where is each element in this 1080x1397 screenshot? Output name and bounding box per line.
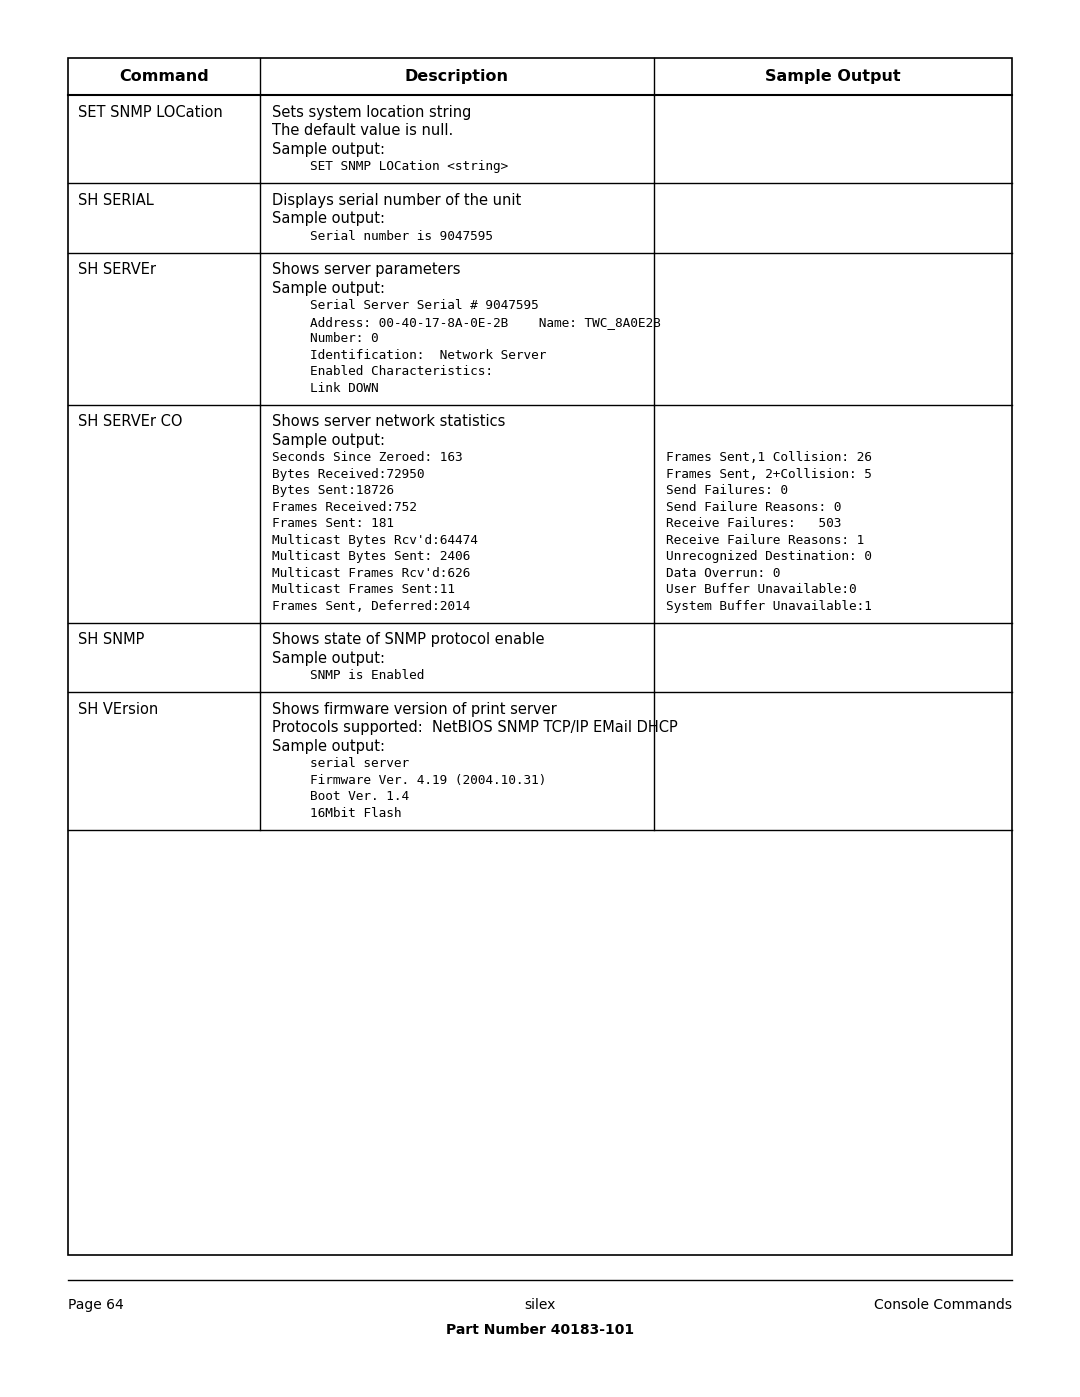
Text: Frames Sent, Deferred:2014: Frames Sent, Deferred:2014 [272,599,470,613]
Text: Multicast Bytes Rcv'd:64474: Multicast Bytes Rcv'd:64474 [272,534,477,546]
Text: Data Overrun: 0: Data Overrun: 0 [666,567,781,580]
Text: Frames Sent,1 Collision: 26: Frames Sent,1 Collision: 26 [666,451,872,464]
Text: Command: Command [119,68,208,84]
Text: Firmware Ver. 4.19 (2004.10.31): Firmware Ver. 4.19 (2004.10.31) [310,774,546,787]
Text: SET SNMP LOCation <string>: SET SNMP LOCation <string> [310,161,509,173]
Text: Multicast Frames Sent:11: Multicast Frames Sent:11 [272,584,455,597]
Text: Receive Failures:   503: Receive Failures: 503 [666,517,841,531]
Text: Send Failures: 0: Send Failures: 0 [666,485,788,497]
Text: Shows server parameters: Shows server parameters [272,263,460,277]
Text: Displays serial number of the unit: Displays serial number of the unit [272,193,522,208]
Text: SH VErsion: SH VErsion [78,701,159,717]
Text: SET SNMP LOCation: SET SNMP LOCation [78,105,222,120]
Text: SH SNMP: SH SNMP [78,633,145,647]
Text: Send Failure Reasons: 0: Send Failure Reasons: 0 [666,500,841,514]
Text: 16Mbit Flash: 16Mbit Flash [310,806,402,820]
Text: Boot Ver. 1.4: Boot Ver. 1.4 [310,791,409,803]
Text: Identification:  Network Server: Identification: Network Server [310,349,546,362]
Text: Console Commands: Console Commands [874,1298,1012,1312]
Text: Sample output:: Sample output: [272,211,384,226]
Text: Address: 00-40-17-8A-0E-2B    Name: TWC_8A0E2B: Address: 00-40-17-8A-0E-2B Name: TWC_8A0… [310,316,661,328]
Text: Sets system location string: Sets system location string [272,105,471,120]
Text: User Buffer Unavailable:0: User Buffer Unavailable:0 [666,584,856,597]
Text: Receive Failure Reasons: 1: Receive Failure Reasons: 1 [666,534,864,546]
Text: Link DOWN: Link DOWN [310,381,379,395]
Text: Part Number 40183-101: Part Number 40183-101 [446,1323,634,1337]
Text: silex: silex [524,1298,556,1312]
Bar [68,59,1012,95]
Text: Sample output:: Sample output: [272,651,384,666]
Text: Multicast Frames Rcv'd:626: Multicast Frames Rcv'd:626 [272,567,470,580]
Text: Unrecognized Destination: 0: Unrecognized Destination: 0 [666,550,872,563]
Text: Bytes Received:72950: Bytes Received:72950 [272,468,424,481]
Text: Sample output:: Sample output: [272,281,384,296]
Text: Frames Sent: 181: Frames Sent: 181 [272,517,394,531]
Text: Seconds Since Zeroed: 163: Seconds Since Zeroed: 163 [272,451,462,464]
Text: Shows state of SNMP protocol enable: Shows state of SNMP protocol enable [272,633,544,647]
Text: Sample output:: Sample output: [272,141,384,156]
Text: Shows firmware version of print server: Shows firmware version of print server [272,701,557,717]
Text: serial server: serial server [310,757,409,770]
Text: Sample output:: Sample output: [272,739,384,754]
Text: Multicast Bytes Sent: 2406: Multicast Bytes Sent: 2406 [272,550,470,563]
Text: Bytes Sent:18726: Bytes Sent:18726 [272,485,394,497]
Text: System Buffer Unavailable:1: System Buffer Unavailable:1 [666,599,872,613]
Text: Page 64: Page 64 [68,1298,124,1312]
Text: Enabled Characteristics:: Enabled Characteristics: [310,365,492,379]
Text: Frames Received:752: Frames Received:752 [272,500,417,514]
Text: Protocols supported:  NetBIOS SNMP TCP/IP EMail DHCP: Protocols supported: NetBIOS SNMP TCP/IP… [272,721,678,735]
Text: Shows server network statistics: Shows server network statistics [272,415,505,429]
Text: SH SERVEr CO: SH SERVEr CO [78,415,183,429]
Text: Frames Sent, 2+Collision: 5: Frames Sent, 2+Collision: 5 [666,468,872,481]
Text: Serial number is 9047595: Serial number is 9047595 [310,229,492,243]
Text: Serial Server Serial # 9047595: Serial Server Serial # 9047595 [310,299,539,313]
Bar [68,59,1012,1255]
Text: Sample Output: Sample Output [766,68,901,84]
Text: SH SERIAL: SH SERIAL [78,193,153,208]
Text: Description: Description [405,68,509,84]
Text: SH SERVEr: SH SERVEr [78,263,156,277]
Text: Sample output:: Sample output: [272,433,384,448]
Text: Number: 0: Number: 0 [310,332,379,345]
Text: SNMP is Enabled: SNMP is Enabled [310,669,424,682]
Text: The default value is null.: The default value is null. [272,123,454,138]
